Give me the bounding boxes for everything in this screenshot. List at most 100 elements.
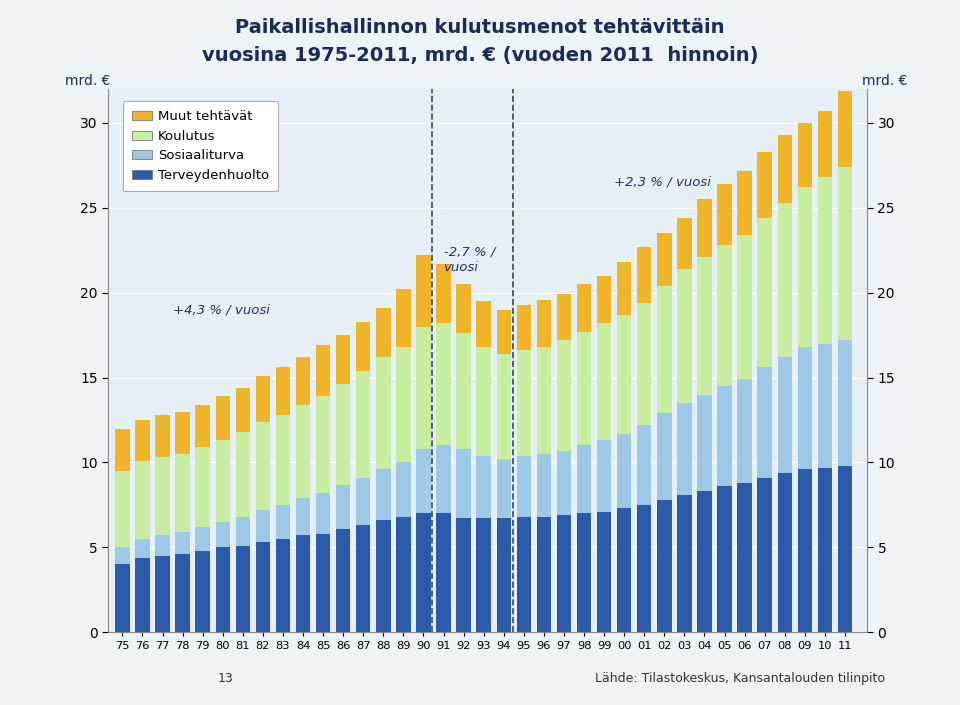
Bar xyxy=(818,467,832,632)
Bar xyxy=(115,429,130,471)
Text: +4,3 % / vuosi: +4,3 % / vuosi xyxy=(173,303,270,316)
Bar xyxy=(657,286,672,413)
Bar xyxy=(276,539,290,632)
Bar xyxy=(476,347,491,455)
Bar xyxy=(235,388,250,432)
Bar xyxy=(436,264,451,324)
Bar xyxy=(557,295,571,341)
Text: 13: 13 xyxy=(218,673,233,685)
Bar xyxy=(336,529,350,632)
Bar xyxy=(496,459,511,518)
Bar xyxy=(376,357,391,470)
Bar xyxy=(516,455,531,517)
Bar xyxy=(697,257,711,395)
Text: mrd. €: mrd. € xyxy=(65,74,110,88)
Bar xyxy=(617,262,632,314)
Bar xyxy=(176,454,190,532)
Bar xyxy=(597,324,612,441)
Bar xyxy=(215,547,230,632)
Legend: Muut tehtävät, Koulutus, Sosiaaliturva, Terveydenhuolto: Muut tehtävät, Koulutus, Sosiaaliturva, … xyxy=(123,101,278,191)
Bar xyxy=(196,447,210,527)
Bar xyxy=(717,184,732,245)
Bar xyxy=(537,517,551,632)
Text: Lähde: Tilastokeskus, Kansantalouden tilinpito: Lähde: Tilastokeskus, Kansantalouden til… xyxy=(595,673,885,685)
Bar xyxy=(617,434,632,508)
Bar xyxy=(637,505,652,632)
Bar xyxy=(396,462,411,517)
Bar xyxy=(577,284,591,332)
Bar xyxy=(557,450,571,515)
Bar xyxy=(356,525,371,632)
Bar xyxy=(336,384,350,484)
Bar xyxy=(496,518,511,632)
Bar xyxy=(376,520,391,632)
Bar xyxy=(617,508,632,632)
Bar xyxy=(697,395,711,491)
Bar xyxy=(537,300,551,347)
Bar xyxy=(476,455,491,518)
Bar xyxy=(196,527,210,551)
Bar xyxy=(296,535,310,632)
Bar xyxy=(717,245,732,386)
Bar xyxy=(717,486,732,632)
Bar xyxy=(737,171,752,235)
Bar xyxy=(316,345,330,396)
Bar xyxy=(417,255,431,326)
Bar xyxy=(778,135,792,203)
Bar xyxy=(516,350,531,455)
Bar xyxy=(176,554,190,632)
Bar xyxy=(798,470,812,632)
Bar xyxy=(496,309,511,354)
Bar xyxy=(436,446,451,513)
Bar xyxy=(276,505,290,539)
Bar xyxy=(778,357,792,472)
Bar xyxy=(798,347,812,470)
Bar xyxy=(737,235,752,379)
Bar xyxy=(255,510,270,542)
Bar xyxy=(135,461,150,539)
Bar xyxy=(316,493,330,534)
Bar xyxy=(336,484,350,529)
Bar xyxy=(336,335,350,384)
Text: vuosina 1975-2011, mrd. € (vuoden 2011  hinnoin): vuosina 1975-2011, mrd. € (vuoden 2011 h… xyxy=(202,46,758,65)
Bar xyxy=(456,518,470,632)
Bar xyxy=(737,379,752,483)
Bar xyxy=(156,458,170,535)
Bar xyxy=(235,432,250,517)
Bar xyxy=(456,449,470,518)
Bar xyxy=(316,396,330,493)
Bar xyxy=(537,454,551,517)
Bar xyxy=(235,517,250,546)
Bar xyxy=(757,367,772,478)
Bar xyxy=(356,371,371,478)
Bar xyxy=(436,513,451,632)
Bar xyxy=(798,123,812,188)
Bar xyxy=(135,558,150,632)
Bar xyxy=(476,301,491,347)
Bar xyxy=(396,517,411,632)
Bar xyxy=(396,289,411,347)
Bar xyxy=(577,513,591,632)
Bar xyxy=(255,376,270,422)
Bar xyxy=(356,321,371,371)
Bar xyxy=(657,500,672,632)
Text: +2,3 % / vuosi: +2,3 % / vuosi xyxy=(614,176,711,189)
Bar xyxy=(757,478,772,632)
Bar xyxy=(557,515,571,632)
Bar xyxy=(637,425,652,505)
Bar xyxy=(778,472,792,632)
Bar xyxy=(215,522,230,547)
Bar xyxy=(737,483,752,632)
Bar xyxy=(176,412,190,454)
Bar xyxy=(697,491,711,632)
Bar xyxy=(778,203,792,357)
Bar xyxy=(156,556,170,632)
Bar xyxy=(417,513,431,632)
Bar xyxy=(296,498,310,535)
Bar xyxy=(255,422,270,510)
Bar xyxy=(135,420,150,461)
Bar xyxy=(376,308,391,357)
Bar xyxy=(657,413,672,500)
Bar xyxy=(215,441,230,522)
Bar xyxy=(476,518,491,632)
